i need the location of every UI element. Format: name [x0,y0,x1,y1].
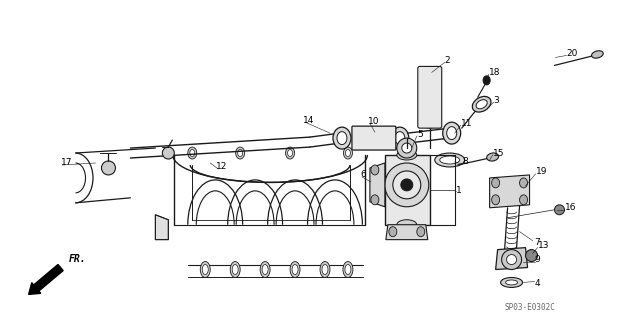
Text: 2: 2 [445,56,451,65]
FancyBboxPatch shape [352,126,396,150]
Ellipse shape [417,227,425,237]
Text: 19: 19 [536,167,547,176]
Circle shape [507,255,516,264]
Ellipse shape [520,178,527,188]
Ellipse shape [260,262,270,278]
Ellipse shape [492,178,500,188]
Ellipse shape [371,165,379,175]
Ellipse shape [333,127,351,149]
Circle shape [393,171,420,199]
Ellipse shape [322,264,328,274]
Circle shape [102,161,115,175]
Ellipse shape [345,264,351,274]
Text: 5: 5 [417,130,422,139]
Text: 14: 14 [303,116,314,125]
Text: 20: 20 [566,49,578,58]
Text: 6: 6 [360,170,365,179]
Ellipse shape [476,100,487,109]
Text: 13: 13 [538,241,549,250]
Ellipse shape [520,195,527,205]
Ellipse shape [236,147,244,159]
Circle shape [385,163,429,207]
Ellipse shape [506,280,518,285]
Text: 16: 16 [564,203,576,212]
Circle shape [402,143,412,153]
Ellipse shape [395,132,405,145]
Circle shape [554,205,564,215]
Ellipse shape [422,66,438,74]
Ellipse shape [202,264,208,274]
Text: 9: 9 [534,255,540,264]
Ellipse shape [230,262,240,278]
Ellipse shape [237,150,243,157]
Ellipse shape [440,156,460,164]
Ellipse shape [435,153,465,167]
Ellipse shape [337,132,347,145]
FancyBboxPatch shape [418,66,442,128]
Circle shape [525,249,538,262]
Text: 1: 1 [456,186,461,195]
Ellipse shape [492,195,500,205]
Ellipse shape [346,150,351,157]
Polygon shape [385,155,430,225]
Ellipse shape [486,153,499,161]
Polygon shape [495,248,527,270]
Ellipse shape [285,147,294,159]
Ellipse shape [397,220,417,230]
Text: 12: 12 [216,162,228,172]
Circle shape [401,179,413,191]
Ellipse shape [591,51,604,58]
Ellipse shape [232,264,238,274]
Circle shape [502,249,522,270]
Polygon shape [386,225,428,240]
Ellipse shape [483,76,490,85]
Polygon shape [156,215,168,240]
Text: FR.: FR. [68,254,86,263]
Circle shape [397,138,417,158]
Text: 10: 10 [368,117,380,126]
Ellipse shape [472,96,491,112]
Text: SP03-E0302C: SP03-E0302C [504,303,555,312]
Ellipse shape [389,227,397,237]
Text: 3: 3 [493,96,499,105]
Circle shape [163,147,174,159]
Ellipse shape [343,262,353,278]
Text: 11: 11 [461,119,472,128]
Ellipse shape [344,147,353,159]
Text: 15: 15 [493,149,504,158]
Ellipse shape [397,150,417,160]
Ellipse shape [287,150,292,157]
Ellipse shape [371,195,379,205]
Polygon shape [490,175,529,208]
Ellipse shape [190,150,195,157]
Text: 18: 18 [488,68,500,77]
FancyArrow shape [29,264,63,294]
Ellipse shape [290,262,300,278]
Ellipse shape [500,278,522,287]
Text: 8: 8 [463,158,468,167]
Ellipse shape [320,262,330,278]
Ellipse shape [200,262,210,278]
Ellipse shape [188,147,196,159]
Ellipse shape [391,127,409,149]
Text: 17: 17 [61,159,72,167]
Polygon shape [370,163,385,207]
Ellipse shape [422,120,438,128]
Ellipse shape [262,264,268,274]
Ellipse shape [443,122,461,144]
Text: 4: 4 [534,279,540,288]
Ellipse shape [447,127,457,140]
Text: 7: 7 [534,238,540,247]
Ellipse shape [292,264,298,274]
